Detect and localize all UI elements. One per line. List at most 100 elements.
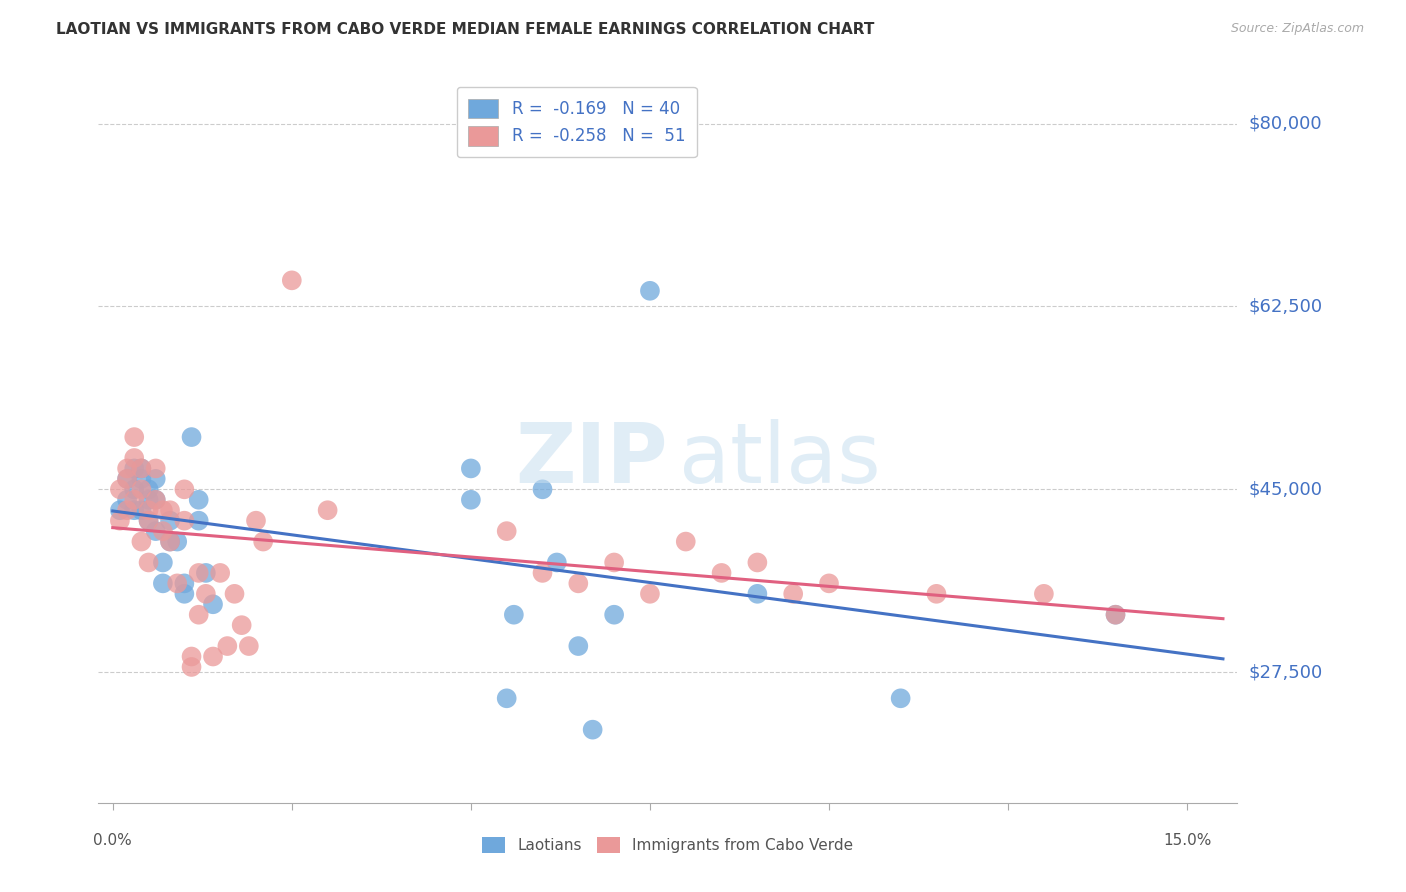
Point <box>638 587 661 601</box>
Point <box>131 461 153 475</box>
Text: $27,500: $27,500 <box>1249 663 1323 681</box>
Point <box>138 514 160 528</box>
Point <box>115 461 138 475</box>
Point <box>173 587 195 601</box>
Point <box>180 649 202 664</box>
Point <box>166 576 188 591</box>
Point <box>546 556 568 570</box>
Point <box>131 472 153 486</box>
Text: $80,000: $80,000 <box>1249 114 1322 133</box>
Point <box>747 556 769 570</box>
Point <box>531 566 554 580</box>
Point <box>159 503 181 517</box>
Point <box>495 691 517 706</box>
Point <box>1104 607 1126 622</box>
Point <box>138 556 160 570</box>
Point <box>180 660 202 674</box>
Point <box>782 587 804 601</box>
Point <box>159 514 181 528</box>
Point <box>1032 587 1054 601</box>
Point <box>159 534 181 549</box>
Point <box>224 587 246 601</box>
Point <box>818 576 841 591</box>
Point <box>582 723 605 737</box>
Point <box>194 587 217 601</box>
Point <box>131 461 153 475</box>
Point <box>152 503 174 517</box>
Legend: Laotians, Immigrants from Cabo Verde: Laotians, Immigrants from Cabo Verde <box>475 830 860 861</box>
Point <box>194 566 217 580</box>
Point <box>217 639 239 653</box>
Point <box>202 597 225 611</box>
Point <box>122 450 145 465</box>
Point <box>460 461 482 475</box>
Point <box>145 472 167 486</box>
Point <box>108 503 131 517</box>
Point <box>209 566 232 580</box>
Point <box>122 430 145 444</box>
Text: atlas: atlas <box>679 418 882 500</box>
Point <box>495 524 517 538</box>
Point <box>138 492 160 507</box>
Point <box>131 534 153 549</box>
Point <box>115 492 138 507</box>
Point <box>152 576 174 591</box>
Point <box>173 576 195 591</box>
Point <box>145 524 167 538</box>
Point <box>187 566 209 580</box>
Point <box>131 503 153 517</box>
Point <box>316 503 339 517</box>
Point <box>108 514 131 528</box>
Text: $62,500: $62,500 <box>1249 297 1323 316</box>
Point <box>138 483 160 497</box>
Point <box>122 492 145 507</box>
Text: ZIP: ZIP <box>516 418 668 500</box>
Point <box>131 483 153 497</box>
Point <box>115 472 138 486</box>
Point <box>187 514 209 528</box>
Point <box>925 587 948 601</box>
Point <box>166 534 188 549</box>
Point <box>710 566 733 580</box>
Point <box>159 534 181 549</box>
Point <box>187 492 209 507</box>
Point <box>281 273 304 287</box>
Point <box>747 587 769 601</box>
Point <box>252 534 274 549</box>
Point <box>115 472 138 486</box>
Point <box>145 492 167 507</box>
Point <box>567 576 589 591</box>
Point <box>238 639 260 653</box>
Point <box>531 483 554 497</box>
Point <box>152 556 174 570</box>
Text: Source: ZipAtlas.com: Source: ZipAtlas.com <box>1230 22 1364 36</box>
Point <box>638 284 661 298</box>
Point <box>502 607 524 622</box>
Point <box>173 514 195 528</box>
Point <box>138 503 160 517</box>
Point <box>202 649 225 664</box>
Point <box>187 607 209 622</box>
Point <box>122 483 145 497</box>
Point <box>231 618 253 632</box>
Point <box>180 430 202 444</box>
Point <box>145 492 167 507</box>
Point <box>122 461 145 475</box>
Text: LAOTIAN VS IMMIGRANTS FROM CABO VERDE MEDIAN FEMALE EARNINGS CORRELATION CHART: LAOTIAN VS IMMIGRANTS FROM CABO VERDE ME… <box>56 22 875 37</box>
Point <box>173 483 195 497</box>
Text: 15.0%: 15.0% <box>1163 833 1212 848</box>
Point <box>890 691 912 706</box>
Point <box>115 503 138 517</box>
Text: 0.0%: 0.0% <box>93 833 132 848</box>
Point <box>567 639 589 653</box>
Point <box>152 524 174 538</box>
Point <box>675 534 697 549</box>
Point <box>122 503 145 517</box>
Point <box>460 492 482 507</box>
Point <box>138 514 160 528</box>
Text: $45,000: $45,000 <box>1249 480 1323 499</box>
Point <box>603 556 626 570</box>
Point <box>145 461 167 475</box>
Point <box>108 483 131 497</box>
Point <box>1104 607 1126 622</box>
